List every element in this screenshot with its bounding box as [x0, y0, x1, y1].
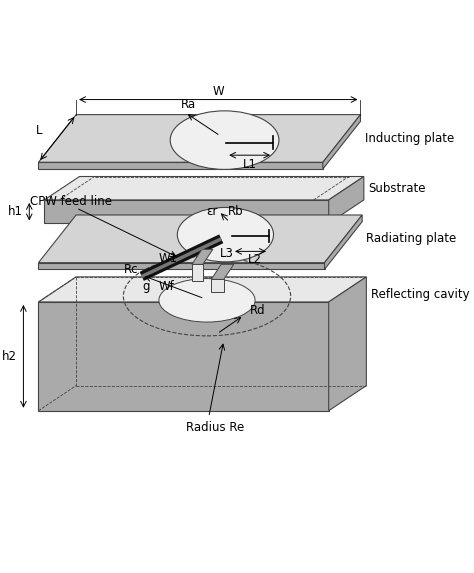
Text: L2: L2 [248, 253, 262, 266]
Ellipse shape [159, 278, 255, 322]
Text: L1: L1 [243, 158, 256, 171]
Text: Radiating plate: Radiating plate [366, 232, 456, 245]
Ellipse shape [170, 111, 279, 170]
Polygon shape [325, 215, 362, 269]
Text: h2: h2 [2, 350, 17, 363]
Text: εr: εr [206, 205, 217, 218]
Text: Reflecting cavity: Reflecting cavity [371, 288, 469, 301]
Polygon shape [38, 302, 328, 411]
Text: Substrate: Substrate [368, 182, 426, 195]
Text: CPW feed line: CPW feed line [30, 195, 112, 207]
Text: L3: L3 [220, 246, 234, 260]
Polygon shape [211, 280, 224, 292]
Text: L: L [36, 124, 42, 136]
Polygon shape [328, 277, 366, 411]
Polygon shape [211, 264, 234, 280]
Polygon shape [323, 115, 361, 169]
Text: Radius Re: Radius Re [186, 421, 245, 434]
Polygon shape [328, 176, 364, 223]
Polygon shape [45, 200, 328, 223]
Polygon shape [38, 215, 362, 262]
Polygon shape [38, 262, 325, 269]
Text: Rb: Rb [228, 205, 243, 218]
Polygon shape [192, 249, 213, 264]
Text: Rc: Rc [124, 263, 138, 276]
Polygon shape [45, 176, 364, 200]
Polygon shape [38, 277, 366, 302]
Text: Wf: Wf [159, 280, 175, 293]
Polygon shape [192, 264, 203, 281]
Text: h1: h1 [8, 205, 23, 218]
Text: g: g [142, 280, 150, 293]
Ellipse shape [177, 207, 273, 262]
Text: W1: W1 [159, 252, 178, 265]
Text: Ra: Ra [181, 97, 196, 111]
Polygon shape [38, 115, 361, 162]
Text: Rd: Rd [249, 304, 265, 317]
Text: W: W [212, 85, 224, 98]
Text: Inducting plate: Inducting plate [365, 132, 454, 145]
Polygon shape [38, 162, 323, 169]
